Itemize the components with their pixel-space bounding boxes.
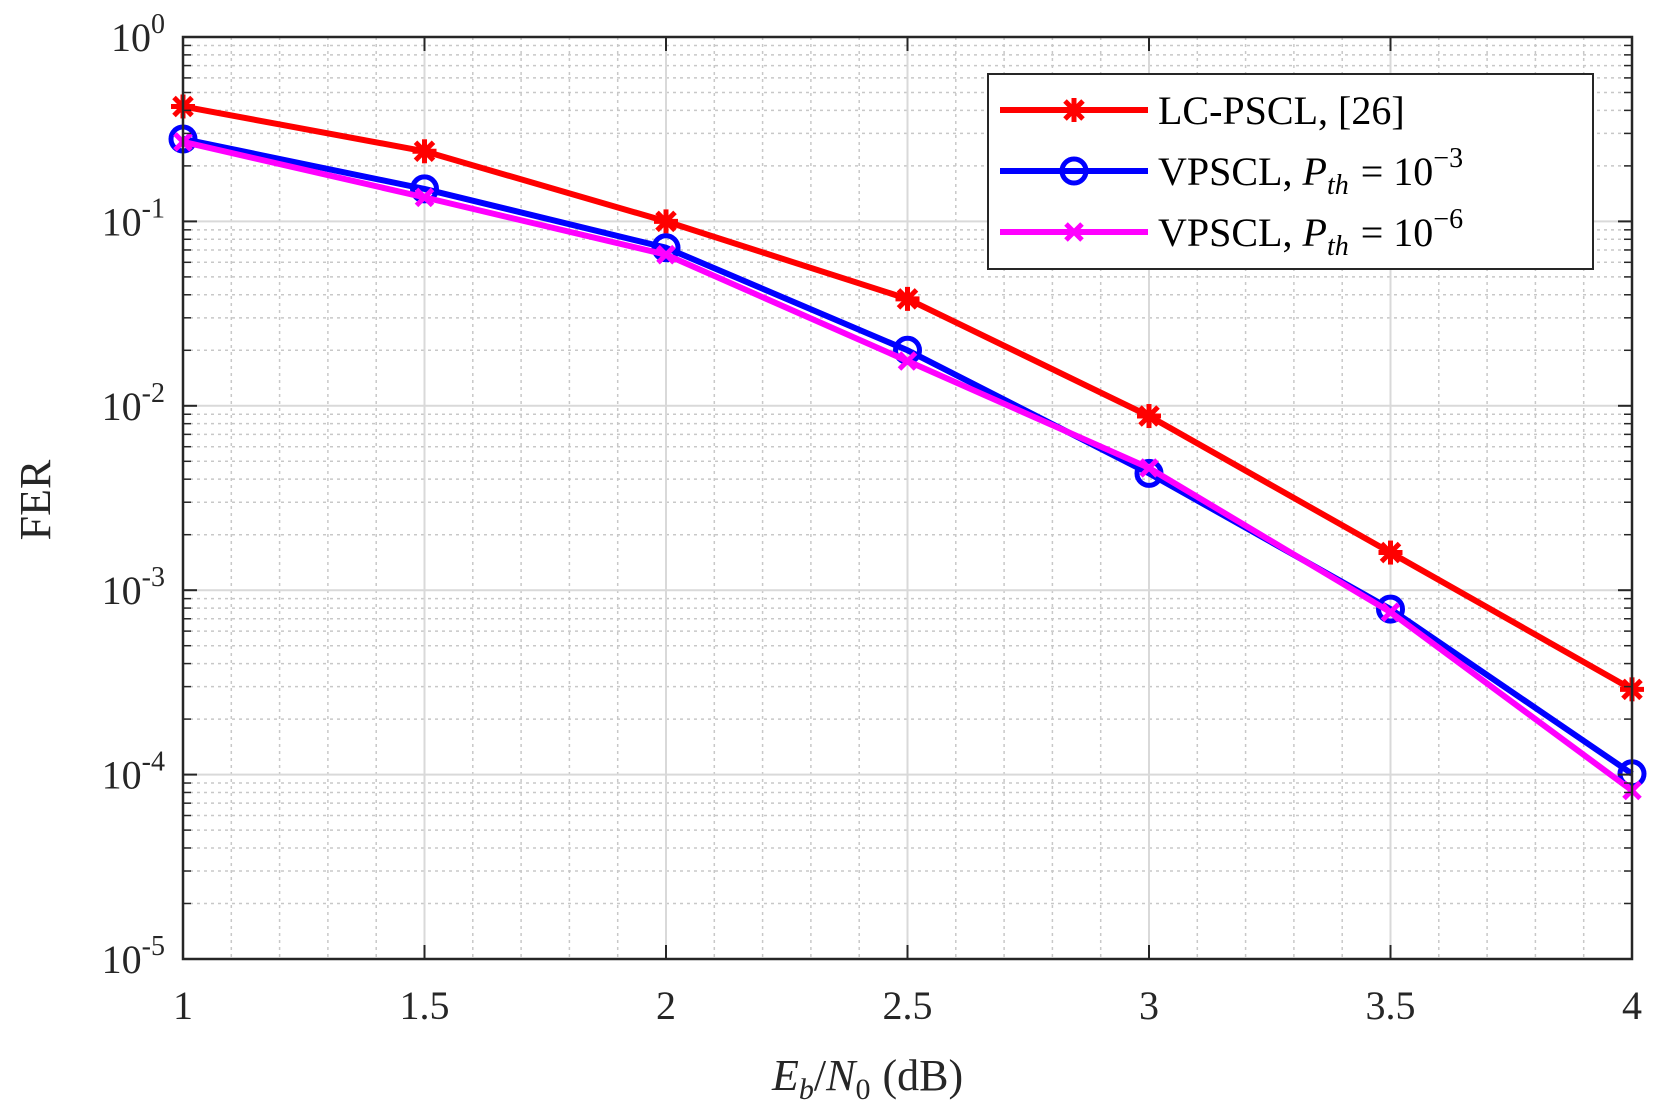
x-tick-label: 2: [656, 983, 676, 1028]
x-label-b-sub: b: [799, 1073, 814, 1106]
data-point-lc-pscl: [895, 286, 920, 311]
data-point-vpscl-1e-3: [1376, 594, 1405, 624]
legend-marker-shape-lc-pscl-stroke: [1063, 99, 1085, 121]
series-layer: [168, 94, 1647, 801]
legend-marker-shape-vpscl-1e-3: [1059, 156, 1089, 186]
data-point-lc-pscl: [654, 209, 678, 234]
legend-label-vpscl-1e-3-text: VPSCL,: [1158, 149, 1303, 194]
x-label-slash: /: [814, 1051, 827, 1100]
y-tick-label: 10-3: [102, 562, 165, 613]
x-label-zero-sub: 0: [855, 1073, 870, 1106]
y-tick-label: 10-4: [102, 747, 165, 798]
x-label-e: E: [771, 1051, 799, 1100]
series-vpscl-1e-6: [173, 132, 1642, 801]
data-point-vpscl-1e-6: [656, 244, 676, 265]
y-tick-label: 10-2: [102, 378, 165, 429]
data-point-lc-pscl-stroke: [896, 288, 919, 310]
legend-label-lc-pscl: LC-PSCL, [26]: [1158, 88, 1405, 133]
x-label-unit: (dB): [882, 1051, 963, 1100]
legend-label-vpscl-1e-3: VPSCL, Pth = 10−3: [1158, 143, 1463, 201]
legend-entry-lc-pscl: LC-PSCL, [26]: [1000, 88, 1405, 133]
legend-exp-1e-3: −3: [1433, 143, 1463, 174]
legend-p-1e-3: P: [1302, 149, 1327, 194]
legend-exp-1e-6: −6: [1433, 204, 1463, 235]
data-point-lc-pscl-stroke: [655, 210, 677, 233]
x-tick-label: 3.5: [1366, 983, 1416, 1028]
legend: LC-PSCL, [26] VPSCL, Pth = 10−3 VPSCL, Pt…: [987, 73, 1594, 270]
axis-ticks: [182, 36, 1633, 960]
data-point-vpscl-1e-3: [410, 174, 439, 204]
legend-marker-vpscl-1e-3: [1059, 156, 1089, 186]
legend-eq-1e-3: = 10: [1361, 149, 1434, 194]
x-tick-label: 1: [173, 983, 193, 1028]
y-tick-label: 10-1: [102, 193, 165, 244]
legend-marker-shape-lc-pscl: [1062, 98, 1086, 122]
legend-p-sub-1e-6: th: [1327, 231, 1349, 262]
data-point-vpscl-1e-6: [1380, 602, 1401, 622]
x-axis-label: Eb/N0 (dB): [771, 1051, 963, 1106]
legend-entry-vpscl-1e-6: VPSCL, Pth = 10−6: [1000, 204, 1463, 262]
data-point-vpscl-1e-6: [897, 351, 918, 371]
data-point-lc-pscl-stroke: [413, 140, 436, 163]
data-point-lc-pscl: [412, 139, 437, 164]
legend-eq-1e-6: = 10: [1361, 210, 1434, 255]
x-tick-label: 1.5: [400, 983, 450, 1028]
data-point-vpscl-1e-6-stroke: [1380, 602, 1401, 622]
legend-entry-vpscl-1e-3: VPSCL, Pth = 10−3: [1000, 143, 1463, 201]
data-point-lc-pscl-stroke: [1138, 405, 1160, 427]
legend-p-sub-1e-3: th: [1327, 170, 1349, 201]
legend-marker-shape-vpscl-1e-6-stroke: [1064, 222, 1084, 242]
data-point-vpscl-1e-3: [651, 233, 681, 263]
data-point-vpscl-1e-6: [1139, 458, 1159, 478]
legend-p-1e-6: P: [1302, 210, 1327, 255]
data-point-vpscl-1e-6-stroke: [414, 187, 435, 208]
legend-label-vpscl-1e-6-text: VPSCL,: [1158, 210, 1303, 255]
y-tick-labels: 100 10-1 10-2 10-3 10-4 10-5: [102, 9, 165, 982]
x-tick-label: 2.5: [883, 983, 933, 1028]
series-lc-pscl: [171, 94, 1644, 702]
y-axis-label: FER: [11, 459, 60, 540]
legend-marker-vpscl-1e-6: [1064, 222, 1084, 242]
legend-marker-lc-pscl: [1062, 98, 1086, 122]
legend-label-vpscl-1e-6: VPSCL, Pth = 10−6: [1158, 204, 1463, 262]
data-point-vpscl-1e-6-stroke: [897, 351, 918, 371]
x-label-n: N: [825, 1051, 858, 1100]
x-tick-labels: 1 1.5 2 2.5 3 3.5 4: [173, 983, 1642, 1028]
data-point-vpscl-1e-6-stroke: [1139, 458, 1159, 478]
x-tick-label: 3: [1139, 983, 1159, 1028]
x-tick-label: 4: [1622, 983, 1642, 1028]
legend-marker-shape-vpscl-1e-6: [1064, 222, 1084, 242]
data-point-vpscl-1e-6: [414, 187, 435, 208]
data-point-vpscl-1e-6-stroke: [656, 244, 676, 265]
data-point-lc-pscl: [1378, 540, 1403, 565]
y-tick-label: 100: [111, 9, 165, 60]
data-point-lc-pscl: [1137, 404, 1161, 429]
y-tick-label: 10-5: [102, 931, 165, 982]
data-point-lc-pscl-stroke: [1379, 541, 1402, 564]
